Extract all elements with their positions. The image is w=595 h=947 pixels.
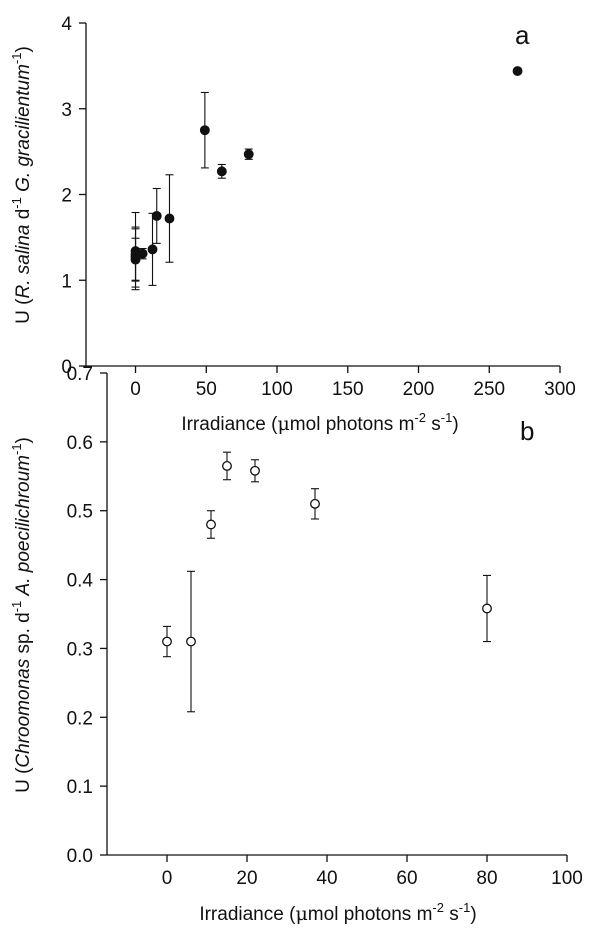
x-tick-label: 60 (396, 868, 417, 889)
y-tick-label: 0 (61, 357, 72, 378)
data-point (243, 149, 254, 160)
data-point (216, 166, 227, 177)
x-tick-label: 0 (162, 868, 173, 889)
y-axis-title: U (R. salina d-1 G. gracilientum-1) (9, 46, 34, 324)
x-axis-title: Irradiance (μmol photons m-2 s-1) (181, 410, 458, 435)
x-tick-label: 40 (316, 868, 337, 889)
data-point (206, 519, 216, 530)
y-tick-label: 0.1 (67, 777, 93, 798)
x-tick-label: 80 (476, 868, 497, 889)
x-tick-label: 200 (403, 379, 435, 400)
y-tick-label: 0.6 (67, 433, 93, 454)
data-point (199, 125, 210, 136)
data-point (186, 636, 196, 647)
panel-label: a (515, 20, 530, 50)
data-point (482, 603, 492, 614)
y-tick-label: 0.4 (67, 571, 94, 592)
data-point (310, 498, 320, 509)
y-tick-label: 0.2 (67, 708, 93, 729)
panel-b: 0 20 40 60 80 100 0.0 0.1 0.2 0.3 0.4 0.5 0.6 0.7 b Irr… (9, 364, 583, 925)
data-point (250, 465, 260, 476)
x-tick-label: 100 (551, 868, 583, 889)
data-point (164, 213, 175, 224)
y-tick-label: 1 (61, 271, 72, 292)
data-point (162, 636, 172, 647)
x-tick-label: 20 (236, 868, 257, 889)
data-point (147, 244, 158, 255)
x-axis-title: Irradiance (μmol photons m-2 s-1) (199, 900, 476, 925)
y-tick-label: 0.3 (67, 639, 93, 660)
x-tick-label: 0 (130, 379, 141, 400)
data-point (222, 461, 232, 471)
y-tick-label: 0.7 (67, 364, 93, 385)
y-tick-label: 3 (61, 100, 72, 121)
x-tick-label: 300 (544, 379, 576, 400)
y-tick-label: 0.5 (67, 502, 93, 523)
y-tick-label: 2 (61, 186, 72, 207)
data-point (512, 66, 523, 76)
y-axis-title: U (Chroomonas sp. d-1 A. poecilichroum-1… (9, 437, 34, 793)
x-tick-label: 150 (332, 379, 364, 400)
x-tick-label: 50 (196, 379, 217, 400)
y-tick-label: 0.0 (67, 846, 93, 867)
x-tick-label: 250 (473, 379, 505, 400)
data-point (137, 248, 148, 259)
panel-label: b (520, 416, 534, 446)
data-point (151, 210, 162, 221)
x-tick-label: 100 (261, 379, 293, 400)
y-tick-label: 4 (61, 14, 72, 35)
panel-a: 0 50 100 150 200 250 300 0 1 2 3 4 a Irradiance (μmol… (9, 14, 576, 435)
